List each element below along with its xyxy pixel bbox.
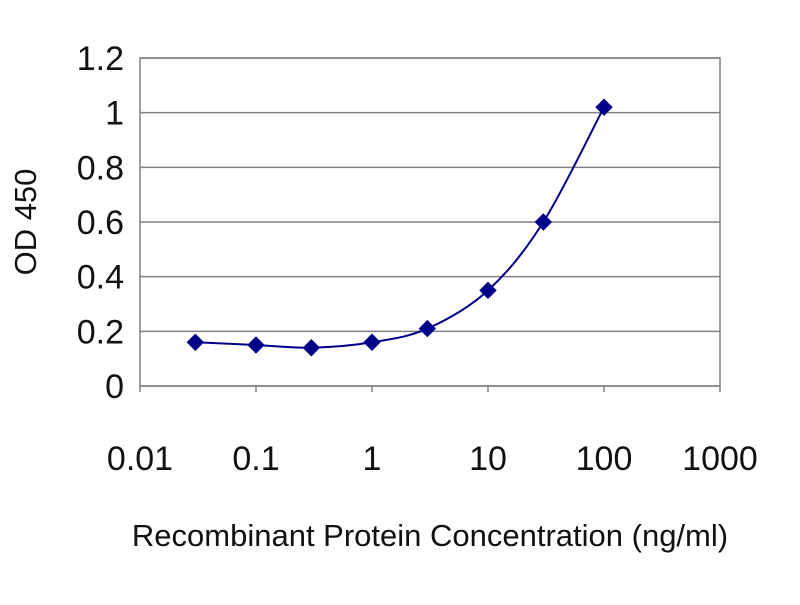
data-point-marker	[479, 281, 497, 300]
x-axis-title: Recombinant Protein Concentration (ng/ml…	[132, 518, 728, 553]
x-tick-label: 0.1	[232, 440, 279, 478]
data-point-marker	[302, 339, 321, 357]
axes	[139, 385, 721, 392]
x-tick-label: 0.01	[107, 440, 173, 478]
y-tick-label: 0.8	[77, 149, 124, 187]
y-axis-title: OD 450	[8, 169, 43, 276]
grid-lines	[140, 57, 720, 333]
y-tick-label: 1	[105, 95, 124, 133]
x-tick-label: 1000	[682, 440, 758, 478]
x-tick-label: 100	[576, 440, 633, 478]
data-point-marker	[534, 213, 553, 231]
y-tick-label: 0.6	[77, 204, 124, 242]
data-point-marker	[363, 333, 381, 351]
data-point-marker	[418, 319, 437, 338]
data-point-marker	[247, 336, 265, 354]
x-tick-label: 1	[363, 440, 382, 478]
y-tick-label: 0.4	[77, 259, 124, 297]
data-points	[186, 98, 613, 357]
y-tick-label: 1.2	[77, 40, 124, 78]
x-tick-label: 10	[469, 440, 507, 478]
tick-labels: 0 0.2 0.4 0.6 0.8 1 1.2 0.01 0.1 1 10 100 1000	[77, 40, 758, 478]
y-tick-label: 0.2	[77, 313, 124, 351]
y-tick-label: 0	[105, 368, 124, 406]
data-point-marker	[595, 98, 613, 116]
data-point-marker	[186, 333, 205, 351]
